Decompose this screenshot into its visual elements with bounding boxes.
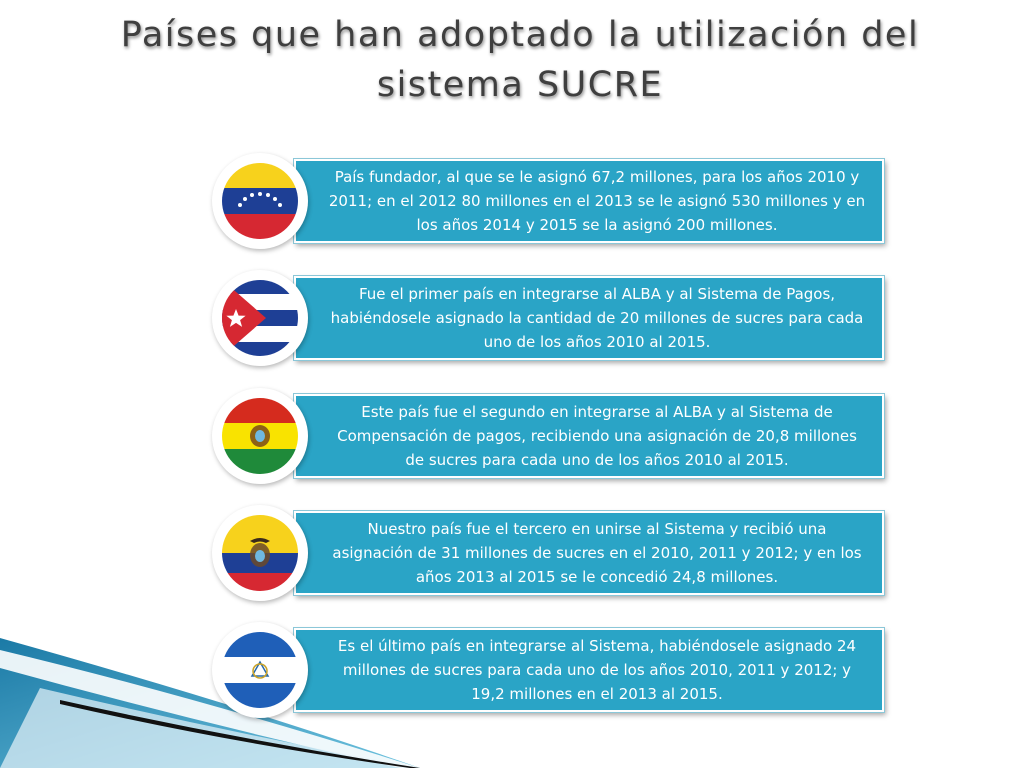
country-row-ecuador: Nuestro país fue el tercero en unirse al… [212,505,892,601]
country-row-cuba: Fue el primer país en integrarse al ALBA… [212,270,892,366]
country-row-venezuela: País fundador, al que se le asignó 67,2 … [212,153,892,249]
cuba-flag-icon [212,270,308,366]
title-line-1: Países que han adoptado la utilización d… [120,15,920,55]
title-line-2: sistema SUCRE [376,65,664,105]
description-text: Es el último país en integrarse al Siste… [337,637,857,703]
description-text: Este país fue el segundo en integrarse a… [337,403,857,469]
description-box: Nuestro país fue el tercero en unirse al… [294,511,884,595]
slide-title: Países que han adoptado la utilización d… [80,10,960,110]
nicaragua-flag-icon [212,622,308,718]
description-box: Este país fue el segundo en integrarse a… [294,394,884,478]
decorative-wave [0,638,420,768]
ecuador-flag-icon [212,505,308,601]
description-text: Nuestro país fue el tercero en unirse al… [332,520,862,586]
description-text: Fue el primer país en integrarse al ALBA… [330,285,864,351]
country-row-nicaragua: Es el último país en integrarse al Siste… [212,622,892,718]
country-row-bolivia: Este país fue el segundo en integrarse a… [212,388,892,484]
venezuela-flag-icon [212,153,308,249]
description-box: País fundador, al que se le asignó 67,2 … [294,159,884,243]
bolivia-flag-icon [212,388,308,484]
description-box: Es el último país en integrarse al Siste… [294,628,884,712]
description-text: País fundador, al que se le asignó 67,2 … [328,168,866,234]
description-box: Fue el primer país en integrarse al ALBA… [294,276,884,360]
